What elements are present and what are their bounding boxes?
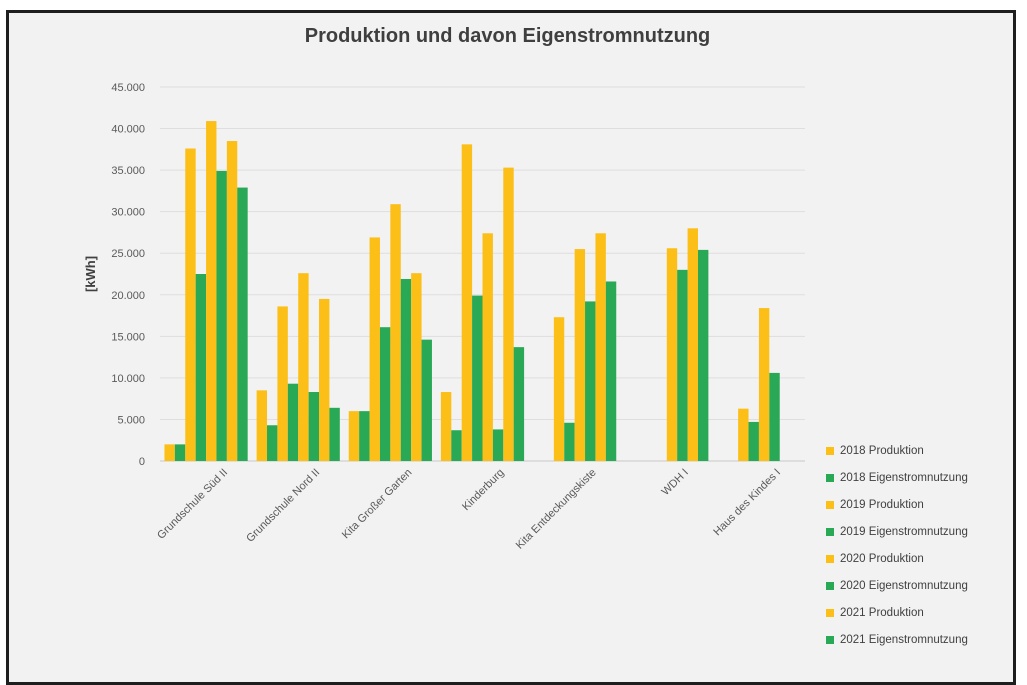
y-tick-label: 0	[139, 456, 145, 468]
bar	[461, 144, 473, 461]
legend-swatch	[826, 555, 834, 563]
y-tick-label: 30.000	[111, 207, 145, 219]
chart-title: Produktion und davon Eigenstromnutzung	[304, 25, 711, 47]
legend-item: 2018 Eigenstromnutzung	[826, 465, 968, 492]
bar	[595, 233, 606, 461]
legend-label: 2019 Produktion	[840, 499, 924, 512]
bar	[329, 407, 340, 461]
bar	[440, 392, 452, 461]
legend-swatch	[826, 501, 834, 510]
bar	[195, 274, 207, 461]
bar	[421, 339, 432, 461]
bar	[738, 408, 749, 461]
bar	[185, 148, 196, 461]
bar	[585, 301, 596, 461]
legend-item: 2018 Produktion	[826, 438, 968, 465]
y-tick-label: 20.000	[111, 290, 145, 302]
bar	[237, 187, 248, 461]
x-category-label: Grundschule Nord II	[244, 467, 322, 545]
bar	[308, 392, 320, 461]
y-tick-label: 5.000	[117, 414, 145, 426]
y-axis-label: [kWh]	[83, 256, 98, 292]
y-tick-label: 25.000	[111, 248, 145, 260]
bar	[769, 372, 780, 461]
bar	[256, 390, 268, 461]
legend-swatch	[826, 447, 834, 456]
bars	[164, 121, 780, 462]
legend-item: 2021 Eigenstromnutzung	[826, 626, 968, 653]
y-tick-label: 10.000	[111, 373, 145, 385]
bar	[174, 444, 186, 461]
bar	[277, 306, 288, 461]
legend-item: 2020 Eigenstromnutzung	[826, 572, 968, 599]
x-category-label: Grundschule Süd II	[155, 467, 230, 542]
x-category-label: Haus des Kindes I	[711, 467, 783, 539]
legend-swatch	[826, 474, 834, 483]
bar	[390, 204, 401, 462]
legend-item: 2019 Produktion	[826, 492, 968, 519]
legend-label: 2018 Produktion	[840, 445, 924, 458]
bar	[267, 425, 278, 461]
legend-swatch	[826, 581, 834, 590]
bar	[697, 249, 709, 461]
y-tick-label: 40.000	[111, 124, 145, 136]
bar	[369, 237, 380, 461]
legend-swatch	[826, 635, 834, 644]
bar	[564, 422, 575, 461]
legend-label: 2020 Eigenstromnutzung	[840, 579, 968, 592]
bar	[287, 383, 299, 461]
bar	[411, 273, 422, 461]
legend-label: 2021 Eigenstromnutzung	[840, 633, 968, 646]
x-category-label: Kinderburg	[460, 467, 507, 514]
bar	[379, 327, 391, 461]
bar	[687, 228, 698, 461]
y-tick-label: 15.000	[111, 331, 145, 343]
legend-label: 2020 Produktion	[840, 553, 924, 565]
legend-item: 2019 Eigenstromnutzung	[826, 519, 968, 546]
bar	[482, 233, 493, 461]
x-category-label: Kita Entdeckungskiste	[514, 467, 599, 552]
x-category-label: WDH I	[660, 467, 691, 498]
bar	[319, 298, 330, 461]
bar	[164, 444, 175, 461]
bar	[359, 411, 370, 461]
bar	[226, 141, 238, 461]
bar	[298, 273, 309, 461]
bar	[503, 167, 514, 461]
bar	[206, 121, 217, 461]
bar	[553, 317, 565, 461]
bar	[748, 421, 759, 461]
legend-swatch	[826, 528, 834, 537]
bar	[451, 430, 462, 461]
bar	[216, 170, 227, 462]
bar	[348, 411, 360, 461]
y-tick-label: 35.000	[111, 165, 145, 177]
legend: 2018 Produktion 2018 Eigenstromnutzung 201…	[826, 438, 968, 653]
legend-item: 2020 Produktion	[826, 546, 968, 573]
bar	[472, 295, 483, 461]
bar	[677, 269, 688, 461]
x-axis-categories: Grundschule Süd II Grundschule Nord II Kit…	[155, 467, 783, 552]
legend-label: 2019 Eigenstromnutzung	[840, 526, 968, 539]
bar	[605, 281, 617, 461]
bar	[666, 248, 678, 461]
bar	[574, 249, 586, 461]
bar	[513, 347, 525, 461]
legend-label: 2018 Eigenstromnutzung	[840, 472, 968, 485]
y-tick-label: 45.000	[111, 82, 145, 94]
legend-label: 2021 Produktion	[840, 606, 924, 619]
legend-item: 2021 Produktion	[826, 599, 968, 626]
x-category-label: Kita Großer Garten	[340, 467, 415, 542]
bar	[400, 278, 412, 461]
bar	[492, 429, 504, 461]
y-axis-ticks: 0 5.000 10.000 15.000 20.000 25.000 30.000 35.0…	[111, 82, 145, 468]
legend-swatch	[826, 608, 834, 617]
bar	[758, 308, 770, 461]
